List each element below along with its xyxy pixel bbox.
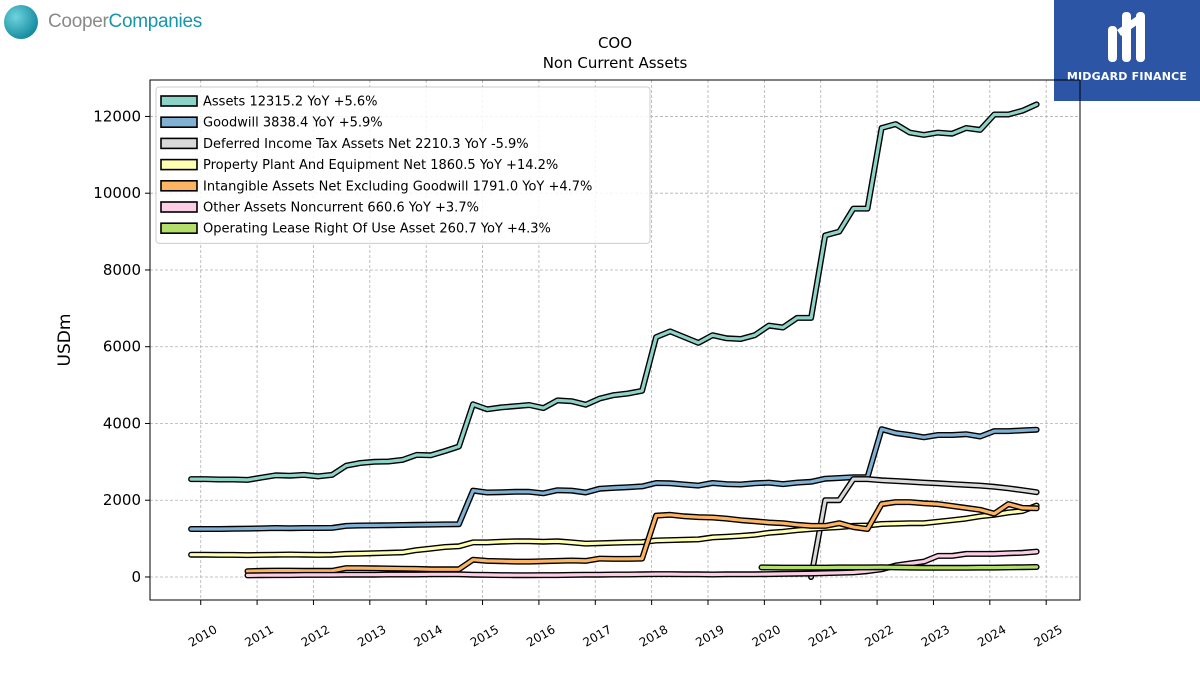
x-ticks: 2010 2011 2012 2013 2014 2015 2016 2017 2018 2019… [186,600,1065,650]
y-ticks: 0 2000 4000 6000 8000 10000 12000 [93,107,150,586]
legend-swatch [160,116,198,128]
series-lines [188,101,1040,580]
y-tick-label: 8000 [103,261,141,279]
x-tick-label: 2014 [411,622,444,649]
y-tick-label: 12000 [93,107,141,125]
series-line [189,102,1039,482]
cooper-companies-logo: CooperCompanies [4,4,202,40]
y-tick-label: 2000 [103,491,141,509]
x-tick-label: 2012 [299,622,332,649]
x-tick-label: 2025 [1031,622,1064,649]
x-tick-label: 2018 [637,622,670,649]
y-axis-label: USDm [55,314,75,367]
series-2 [188,426,1040,532]
chart-title: COO [598,34,632,52]
series-4 [188,502,1040,559]
series-1 [188,101,1040,483]
series-line [759,565,1039,570]
series-line [189,427,1039,531]
y-tick-label: 4000 [103,414,141,432]
midgard-emblem-icon [1108,12,1145,62]
x-tick-label: 2011 [242,622,275,649]
x-tick-label: 2016 [524,622,557,649]
cooper-globe-icon [4,5,38,39]
midgard-finance-logo: MIDGARD FINANCE [1054,0,1200,101]
x-tick-label: 2017 [581,622,614,649]
chart-subtitle: Non Current Assets [543,54,688,72]
x-tick-label: 2021 [806,622,839,649]
series-line [245,549,1039,578]
series-6 [244,548,1040,579]
legend-box [155,86,651,244]
legend-label: Deferred Income Tax Assets Net 2210.3 Yo… [203,137,529,152]
cooper-wordmark: CooperCompanies [48,11,202,32]
series-5 [244,499,1040,575]
legend-swatch [160,158,198,171]
y-tick-label: 10000 [93,184,141,202]
x-tick-label: 2020 [750,622,783,649]
x-tick-label: 2010 [186,622,219,649]
legend-label: Operating Lease Right Of Use Asset 260.7… [203,222,551,237]
x-tick-label: 2023 [919,622,952,649]
legend-swatch [160,201,198,213]
legend-swatch [160,180,198,192]
y-tick-label: 6000 [103,338,141,356]
x-tick-label: 2019 [693,622,726,649]
legend-swatch [160,95,198,107]
legend-label: Intangible Assets Net Excluding Goodwill… [203,179,592,194]
legend-swatch [160,222,198,234]
legend-label: Property Plant And Equipment Net 1860.5 … [203,158,558,173]
plot-frame [149,79,1081,601]
series-7 [758,564,1040,571]
legend-label: Assets 12315.2 YoY +5.6% [203,95,378,110]
series-3 [808,476,1040,580]
x-tick-label: 2024 [975,622,1008,649]
legend-label: Goodwill 3838.4 YoY +5.9% [203,116,383,131]
legend: Assets 12315.2 YoY +5.6% Goodwill 3838.4 … [155,86,651,244]
series-line [809,477,1039,579]
series-line [189,504,1039,557]
y-tick-label: 0 [131,568,141,586]
series-line [245,500,1039,573]
legend-label: Other Assets Noncurrent 660.6 YoY +3.7% [203,201,479,216]
midgard-wordmark: MIDGARD FINANCE [1066,70,1188,83]
x-tick-label: 2022 [862,622,895,649]
x-tick-label: 2013 [355,622,388,649]
x-tick-label: 2015 [468,622,501,649]
legend-swatch [160,137,198,150]
